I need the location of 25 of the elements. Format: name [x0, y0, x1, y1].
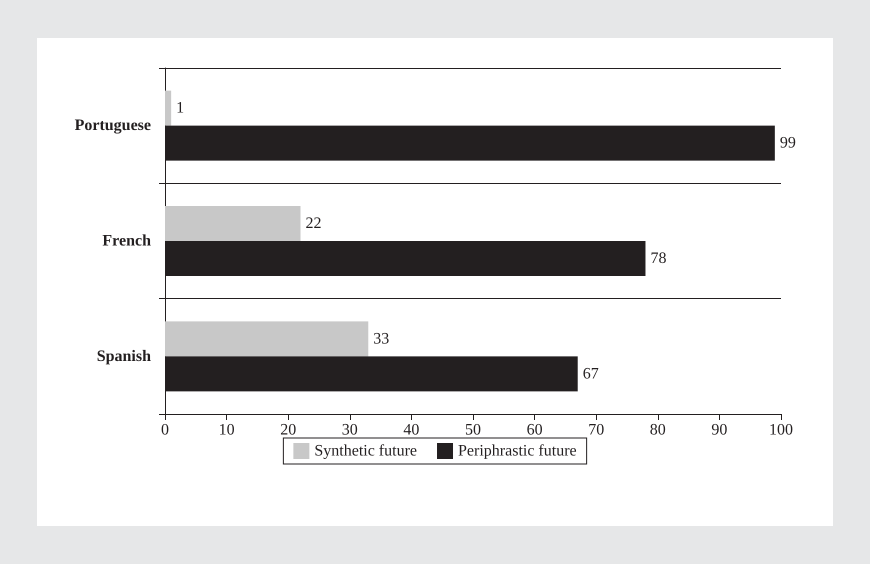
- x-tick-label: 100: [769, 422, 793, 438]
- legend-label: Periphrastic future: [458, 442, 577, 460]
- x-tick-label: 90: [711, 422, 728, 438]
- y-tick-label: Spanish: [96, 348, 152, 365]
- x-tick-label: 10: [218, 422, 235, 438]
- bar: [165, 321, 368, 356]
- x-tick-label: 40: [403, 422, 420, 438]
- data-label: 67: [582, 365, 599, 382]
- data-label: 78: [650, 250, 666, 267]
- bar: [165, 90, 172, 126]
- x-tick-label: 20: [280, 422, 296, 438]
- data-label: 99: [780, 134, 796, 152]
- x-tick-label: 0: [161, 422, 169, 438]
- bar: [165, 206, 301, 241]
- x-tick-label: 30: [342, 422, 358, 438]
- data-label: 33: [373, 330, 390, 348]
- x-tick-label: 50: [465, 422, 481, 438]
- data-label: 22: [306, 215, 322, 232]
- x-tick-label: 60: [526, 422, 543, 438]
- y-tick-label: French: [102, 232, 152, 250]
- legend-label: Synthetic future: [314, 442, 418, 460]
- y-tick-label: Portuguese: [74, 117, 151, 134]
- x-tick-label: 80: [650, 422, 666, 438]
- x-tick-label: 70: [588, 422, 604, 438]
- data-label: 1: [176, 100, 184, 117]
